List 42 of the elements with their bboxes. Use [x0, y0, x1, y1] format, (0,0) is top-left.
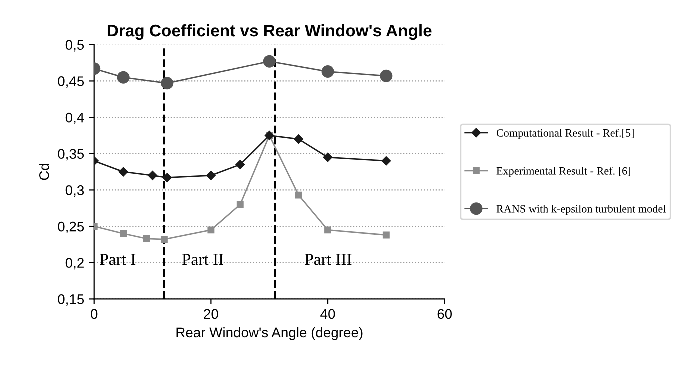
point — [236, 201, 244, 208]
y-tick-label: 0,15 — [58, 294, 84, 306]
point — [162, 173, 172, 182]
point — [323, 152, 333, 162]
y-tick-label: 0,45 — [58, 76, 84, 88]
y-tick-label: 0,25 — [58, 222, 84, 234]
point — [382, 232, 390, 239]
x-tick-label: 0 — [91, 309, 98, 320]
point — [208, 226, 215, 234]
point — [143, 235, 150, 242]
y-tick-label: 0,3 — [66, 186, 84, 198]
point — [322, 66, 334, 78]
point — [117, 71, 130, 84]
point — [206, 171, 216, 180]
y-tick-label: 0,5 — [66, 40, 84, 52]
point — [380, 70, 393, 82]
point — [295, 192, 302, 199]
legend-label: Experimental Result - Ref. [6] — [496, 166, 630, 178]
legend-label: RANS with k-epsilon turbulent model — [496, 205, 666, 216]
point — [161, 77, 174, 90]
point — [118, 167, 128, 177]
y-tick-label: 0,2 — [66, 258, 84, 270]
point — [236, 160, 246, 170]
point — [160, 236, 168, 244]
y-tick-label: 0,4 — [66, 112, 84, 124]
legend-label: Computational Result - Ref.[5] — [496, 129, 634, 140]
y-axis-title: Cd — [39, 164, 50, 180]
point — [148, 171, 158, 180]
point — [294, 134, 304, 144]
point — [324, 226, 332, 234]
x-tick-label: 20 — [204, 309, 218, 320]
x-tick-label: 60 — [438, 309, 452, 320]
chart-title: Drag Coefficient vs Rear Window's Angle — [108, 24, 432, 40]
y-tick-label: 0,35 — [58, 149, 84, 161]
point — [382, 156, 392, 166]
annotation: Part III — [305, 254, 352, 266]
point — [120, 230, 128, 238]
x-tick-label: 40 — [320, 309, 336, 320]
annotation: Part II — [182, 254, 224, 266]
x-axis-title: Rear Window's Angle (degree) — [176, 327, 363, 340]
point — [263, 55, 276, 68]
annotation: Part I — [100, 254, 136, 266]
